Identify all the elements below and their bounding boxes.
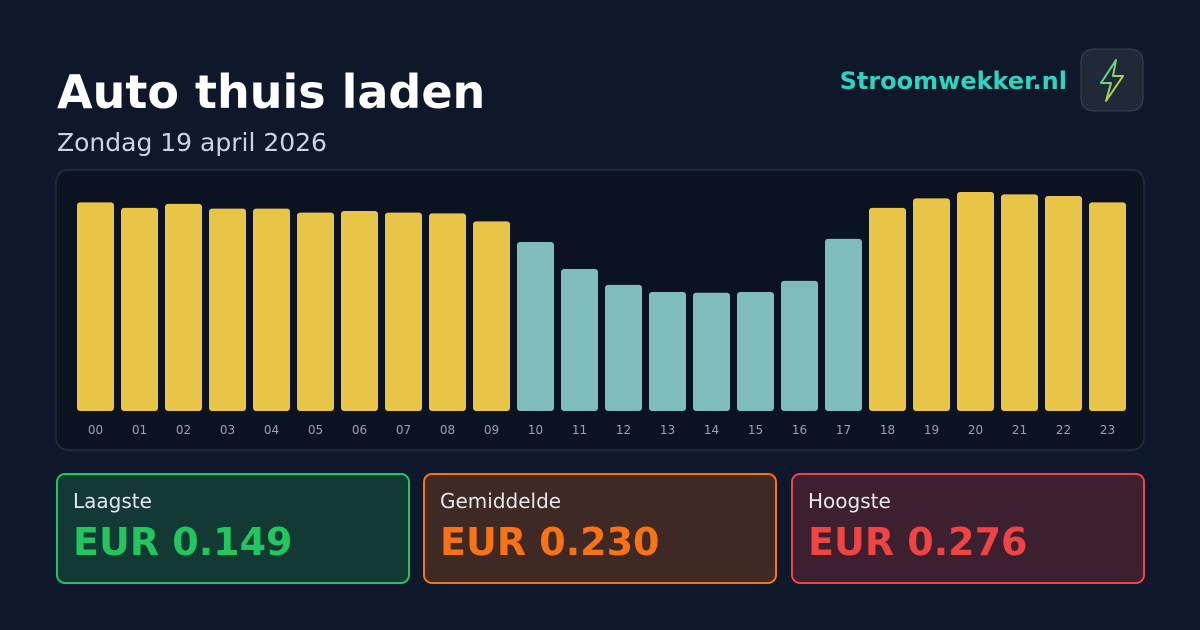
- x-tick-label: 14: [704, 423, 719, 437]
- bar: [297, 212, 334, 411]
- x-tick-label: 11: [572, 423, 587, 437]
- bar: [209, 208, 246, 411]
- bar: [429, 213, 466, 411]
- x-tick-label: 10: [528, 423, 543, 437]
- bar: [1089, 202, 1126, 411]
- x-tick-label: 12: [616, 423, 631, 437]
- stat-card: [56, 473, 410, 584]
- bar: [693, 292, 730, 411]
- x-tick-label: 20: [968, 423, 983, 437]
- stat-card: [423, 473, 777, 584]
- title: Auto thuis laden: [57, 65, 485, 119]
- subtitle: Zondag 19 april 2026: [57, 128, 327, 157]
- x-tick-label: 21: [1012, 423, 1027, 437]
- bar: [561, 268, 598, 411]
- bar: [781, 280, 818, 411]
- x-tick-label: 02: [176, 423, 191, 437]
- x-tick-label: 18: [880, 423, 895, 437]
- stat-label: Laagste: [73, 489, 152, 513]
- bar: [385, 212, 422, 411]
- x-tick-label: 09: [484, 423, 499, 437]
- x-tick-label: 19: [924, 423, 939, 437]
- bar: [869, 207, 906, 411]
- bar: [121, 207, 158, 411]
- bar: [737, 291, 774, 411]
- brand-icon: [1080, 48, 1144, 112]
- bars: 00 01 02 03 04 05 06 07 08 09 10 11 12 13 14 15 16 17 18 19…: [77, 192, 1126, 437]
- stat-label: Hoogste: [808, 489, 891, 513]
- bar: [913, 198, 950, 411]
- stat-value: EUR 0.149: [73, 520, 293, 564]
- stat-card: [791, 473, 1145, 584]
- x-tick-label: 17: [836, 423, 851, 437]
- x-tick-label: 22: [1056, 423, 1071, 437]
- bar: [517, 241, 554, 411]
- x-tick-label: 07: [396, 423, 411, 437]
- x-tick-label: 04: [264, 423, 279, 437]
- x-tick-label: 01: [132, 423, 147, 437]
- stat-value: EUR 0.276: [808, 520, 1028, 564]
- x-tick-label: 16: [792, 423, 807, 437]
- bar: [957, 192, 994, 411]
- stat-label: Gemiddelde: [440, 489, 561, 513]
- x-tick-label: 06: [352, 423, 367, 437]
- bolt-icon: [1100, 59, 1124, 102]
- bar: [253, 208, 290, 411]
- bar: [825, 238, 862, 411]
- bar: [341, 211, 378, 411]
- bar: [165, 203, 202, 411]
- x-tick-label: 15: [748, 423, 763, 437]
- x-tick-label: 00: [88, 423, 103, 437]
- x-tick-label: 05: [308, 423, 323, 437]
- x-tick-label: 13: [660, 423, 675, 437]
- bar: [1045, 195, 1082, 411]
- x-tick-label: 23: [1100, 423, 1115, 437]
- x-tick-label: 03: [220, 423, 235, 437]
- bar: [649, 291, 686, 411]
- stat-value: EUR 0.230: [440, 520, 660, 564]
- bar: [1001, 194, 1038, 411]
- brand: Stroomwekker.nl: [840, 67, 1067, 95]
- stat-cards: Laagste EUR 0.149 Gemiddelde EUR 0.230 Hoogs…: [56, 473, 1145, 584]
- x-tick-label: 08: [440, 423, 455, 437]
- bar: [605, 284, 642, 411]
- bar: [77, 202, 114, 411]
- bar: [473, 221, 510, 411]
